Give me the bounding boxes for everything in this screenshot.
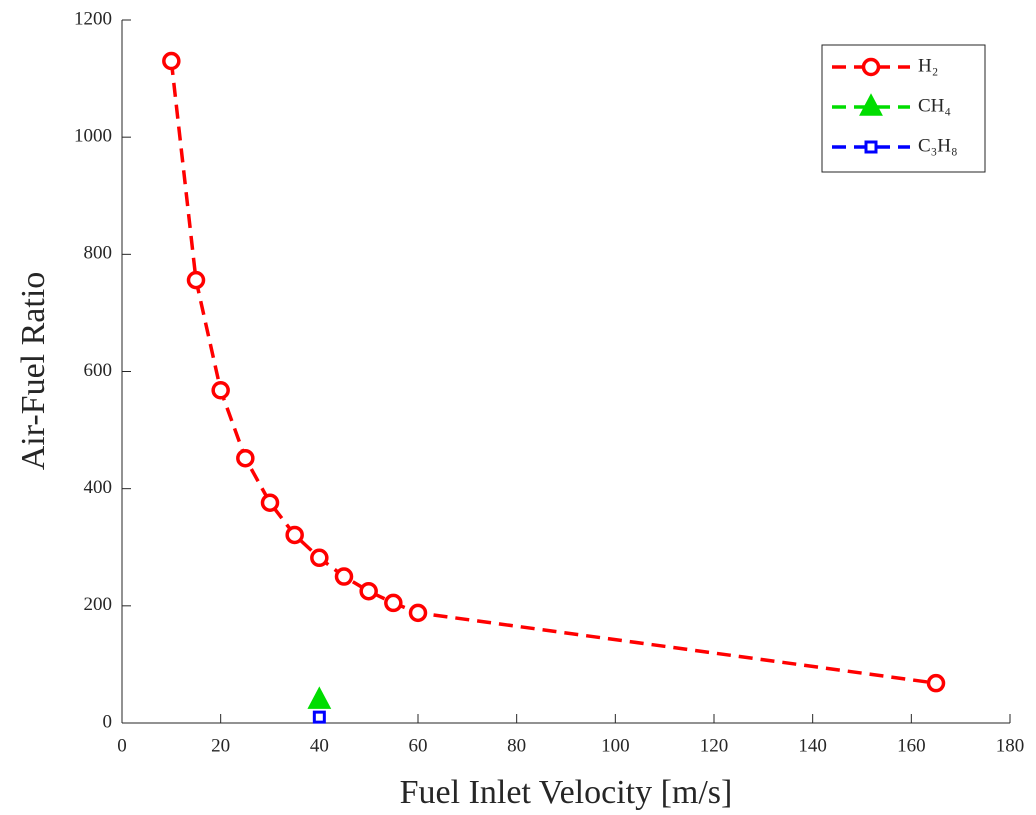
x-tick-label: 120 <box>700 735 729 756</box>
legend-label: H₂ <box>918 55 938 76</box>
marker <box>307 686 332 709</box>
legend-label: CH₄ <box>918 95 951 116</box>
x-tick-label: 100 <box>601 735 630 756</box>
y-tick-label: 800 <box>84 243 113 264</box>
marker <box>310 548 329 568</box>
legend-label: C₃H₈ <box>918 135 958 156</box>
marker <box>359 581 378 601</box>
y-tick-label: 1000 <box>74 126 112 147</box>
legend-marker <box>861 57 881 77</box>
marker <box>211 380 230 400</box>
y-tick-label: 400 <box>84 477 113 498</box>
legend-marker <box>859 93 883 116</box>
marker <box>384 593 403 613</box>
x-tick-label: 80 <box>507 735 526 756</box>
x-tick-label: 60 <box>409 735 428 756</box>
marker <box>312 710 326 724</box>
x-tick-label: 140 <box>798 735 827 756</box>
marker <box>926 673 946 693</box>
x-tick-label: 180 <box>996 735 1025 756</box>
marker <box>334 567 354 586</box>
marker <box>186 270 206 290</box>
marker <box>236 448 255 468</box>
x-tick-label: 40 <box>310 735 329 756</box>
legend-marker <box>864 140 878 154</box>
x-tick-label: 160 <box>897 735 926 756</box>
marker <box>285 525 304 545</box>
marker <box>162 51 181 71</box>
y-tick-label: 600 <box>84 360 113 381</box>
y-tick-label: 1200 <box>74 8 112 29</box>
y-tick-label: 0 <box>103 711 113 732</box>
series-line <box>169 60 937 685</box>
y-axis-label: Air-Fuel Ratio <box>15 272 52 471</box>
x-tick-label: 0 <box>117 735 127 756</box>
x-axis-label: Fuel Inlet Velocity [m/s] <box>400 774 733 811</box>
y-tick-label: 200 <box>84 594 113 615</box>
marker <box>408 603 428 623</box>
x-tick-label: 20 <box>211 735 230 756</box>
marker <box>260 493 280 512</box>
